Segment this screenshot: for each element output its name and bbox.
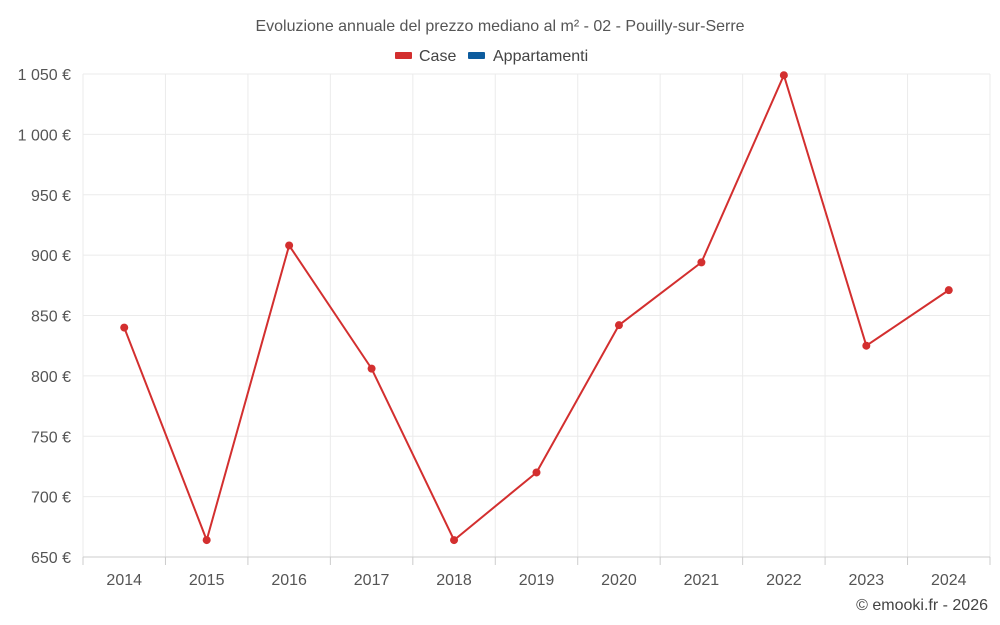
y-tick-label: 1 000 € [18,127,71,144]
data-point[interactable] [285,241,294,250]
x-axis: 2014 2015 2016 2017 2018 2019 2020 2021 2022 2023… [82,556,991,589]
x-tick-label: 2014 [106,572,142,589]
data-point[interactable] [450,536,459,545]
chart-title: Evoluzione annuale del prezzo mediano al… [255,18,744,35]
y-tick-label: 700 € [31,490,71,507]
x-tick-label: 2019 [519,572,555,589]
x-tick-label: 2023 [849,572,885,589]
legend-swatch-case [395,52,412,59]
data-point[interactable] [614,321,623,330]
x-tick-label: 2021 [684,572,720,589]
legend-item-case[interactable]: Case [395,48,456,65]
data-point[interactable] [779,71,788,80]
legend-swatch-appartamenti [468,52,485,59]
credit: © emooki.fr - 2026 [856,597,988,614]
legend-label-appartamenti: Appartamenti [493,48,588,65]
y-tick-label: 650 € [31,550,71,567]
data-point[interactable] [120,323,129,332]
data-point[interactable] [944,286,953,295]
data-point[interactable] [862,341,871,350]
x-tick-label: 2022 [766,572,802,589]
y-tick-label: 900 € [31,248,71,265]
data-point[interactable] [367,364,376,373]
x-tick-label: 2024 [931,572,967,589]
legend-item-appartamenti[interactable]: Appartamenti [468,48,588,65]
x-tick-label: 2020 [601,572,637,589]
plot-area [120,71,953,545]
x-tick-label: 2016 [271,572,307,589]
grid [82,73,991,557]
y-tick-label: 1 050 € [18,67,71,84]
data-point[interactable] [532,468,541,477]
x-tick-label: 2018 [436,572,472,589]
data-point[interactable] [202,536,211,545]
y-tick-label: 850 € [31,309,71,326]
legend-label-case: Case [419,48,456,65]
legend: Case Appartamenti [395,48,588,65]
x-tick-label: 2015 [189,572,225,589]
data-point[interactable] [697,258,706,267]
x-tick-label: 2017 [354,572,390,589]
y-tick-label: 800 € [31,369,71,386]
y-tick-label: 950 € [31,188,71,205]
y-tick-label: 750 € [31,429,71,446]
y-axis: 650 € 700 € 750 € 800 € 850 € 900 € 950 € 1 000… [18,67,71,567]
